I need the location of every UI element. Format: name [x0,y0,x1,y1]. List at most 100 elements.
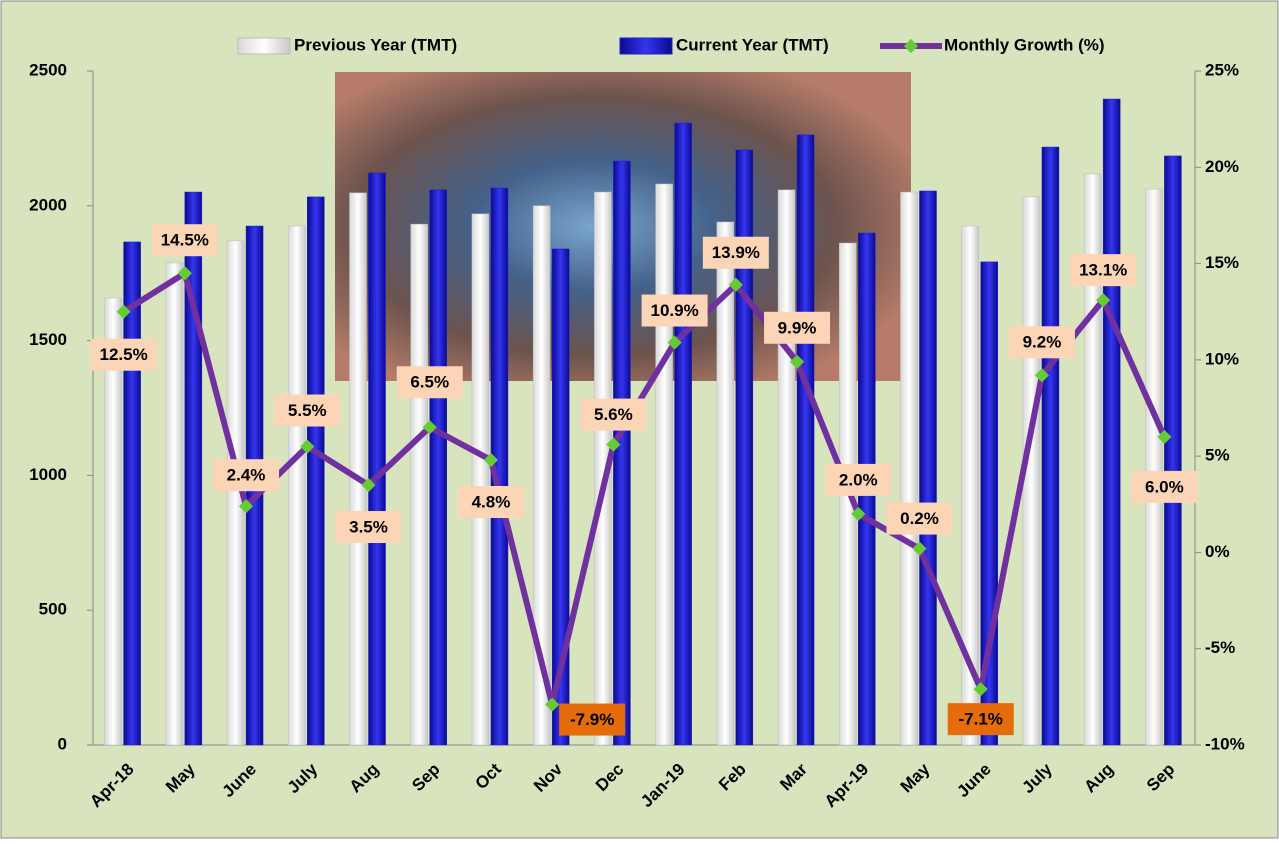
marker [116,304,131,319]
data-label-box [559,703,626,736]
marker [238,499,254,514]
bar [594,191,612,746]
data-label-box [90,338,157,371]
data-label-box [335,511,402,544]
y2-tick-label: -5% [1205,638,1235,657]
y2-tick-label: 25% [1205,60,1239,79]
data-label: 2.4% [227,466,266,485]
bar [307,196,325,746]
legend-label: Monthly Growth (%) [944,35,1105,54]
bar [919,190,937,746]
data-label-box [1131,470,1198,503]
y-tick-label: 1500 [29,330,67,349]
bar [961,225,979,746]
data-label: 3.5% [349,518,388,537]
bar [288,225,306,746]
growth-line [122,270,1168,708]
marker [606,437,621,452]
marker [667,335,682,350]
y2-tick-label: 20% [1205,157,1239,176]
y2-tick-label: 0% [1205,542,1230,561]
y-tick-label: 2500 [29,60,67,79]
marker [1096,293,1111,308]
data-label-box [580,398,647,431]
data-label-box [641,294,708,327]
data-label-box [151,224,218,257]
data-label-box [825,463,892,496]
y2-tick-label: -10% [1205,734,1245,753]
legend-label: Previous Year (TMT) [294,35,457,54]
marker [728,277,743,292]
data-label-box [396,366,463,399]
marker [1157,429,1172,444]
data-label-box [1070,254,1137,287]
data-label: 0.2% [900,509,939,528]
marker [973,682,988,697]
data-label-box [702,236,769,269]
data-label: 13.9% [712,243,760,262]
data-label-box [457,485,524,518]
y-tick-label: 0 [58,734,67,753]
legend-swatch [903,38,919,54]
data-label: 2.0% [839,470,878,489]
bar [1164,155,1182,746]
data-label-box [213,459,280,492]
bar [368,172,386,746]
bar [349,192,367,746]
data-label-box [274,394,341,427]
y-tick-label: 500 [39,600,67,619]
data-label: 9.9% [778,318,817,337]
marker [545,697,560,712]
bar [165,262,184,746]
data-label: -7.1% [959,710,1003,729]
bar [1145,188,1163,746]
bar [1041,146,1060,746]
data-label: 6.5% [410,373,449,392]
data-label-box [886,502,953,535]
bar [104,297,122,746]
data-label: 5.5% [288,401,327,420]
bar [613,160,631,746]
bar [123,241,141,746]
y2-tick-label: 10% [1205,349,1239,368]
y2-tick-label: 15% [1205,253,1239,272]
data-label: -7.9% [570,710,614,729]
data-label: 12.5% [100,345,148,364]
marker [361,477,376,493]
legend-label: Current Year (TMT) [676,35,829,54]
legend-swatch [619,37,673,55]
bar [655,183,673,746]
bar [429,189,447,746]
data-label: 10.9% [651,301,699,320]
data-label: 9.2% [1023,333,1062,352]
data-label-box [947,703,1014,736]
y2-tick-label: 5% [1205,446,1230,465]
bar [410,223,428,746]
bar [551,248,570,746]
legend-swatch [237,37,291,55]
bar [796,134,815,746]
y-tick-label: 2000 [29,195,67,214]
marker [789,354,805,369]
data-label: 13.1% [1079,261,1127,280]
data-label: 14.5% [161,231,209,250]
bar [674,122,692,746]
bar [716,221,735,746]
marker [177,266,192,281]
marker [300,439,315,454]
data-label: 4.8% [472,492,511,511]
data-label-box [764,311,831,344]
bar [777,189,796,746]
marker [912,541,927,556]
data-label: 5.6% [594,405,633,424]
bar [532,205,551,746]
bar [471,213,490,746]
marker [422,420,437,435]
bar [900,191,918,746]
bar [1102,98,1121,746]
marker [483,452,499,468]
marker [1034,368,1050,383]
data-label-box [1008,326,1075,359]
